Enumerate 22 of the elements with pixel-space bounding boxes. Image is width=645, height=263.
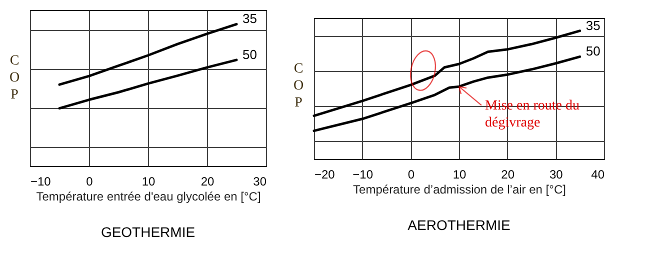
series-label: 35 <box>586 18 600 33</box>
y-axis-title: COP <box>9 54 20 102</box>
x-tick-label: 40 <box>591 168 605 182</box>
x-tick-label: 0 <box>86 174 94 188</box>
x-tick-label: 20 <box>200 174 214 188</box>
x-tick-label: 20 <box>501 168 515 182</box>
series-label: 50 <box>586 44 600 59</box>
x-axis-title: Température entrée d'eau glycolée en [°C] <box>36 190 261 204</box>
y-axis-title: COP <box>293 62 304 110</box>
x-tick-label: 10 <box>452 168 466 182</box>
x-tick-label: 30 <box>549 168 564 182</box>
text: GEOTHERMIE <box>100 224 196 240</box>
series-label: 35 <box>242 11 257 26</box>
text: AEROTHERMIE <box>408 217 510 233</box>
x-tick-label: 30 <box>253 174 267 188</box>
x-tick-label: 10 <box>142 174 156 188</box>
x-tick-label: 0 <box>408 168 415 182</box>
x-tick-label: −10 <box>352 168 374 182</box>
x-tick-label: −10 <box>30 174 52 188</box>
x-tick-label: −20 <box>314 168 336 182</box>
series-label: 50 <box>242 46 257 62</box>
x-axis-title: Température d’admission de l’air en [°C] <box>353 182 566 196</box>
